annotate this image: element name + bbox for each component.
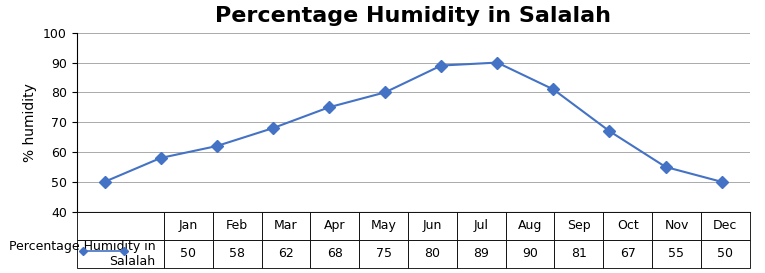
Percentage Humidity in
Salalah [605,129,614,133]
Percentage Humidity in
Salalah [437,64,446,67]
Percentage Humidity in
Salalah [493,61,502,64]
Line: Percentage Humidity in
Salalah: Percentage Humidity in Salalah [100,58,726,186]
Title: Percentage Humidity in Salalah: Percentage Humidity in Salalah [215,6,611,26]
Percentage Humidity in
Salalah [324,106,334,109]
Percentage Humidity in
Salalah [661,165,670,168]
Percentage Humidity in
Salalah [380,91,389,94]
Percentage Humidity in
Salalah [717,180,726,183]
Percentage Humidity in
Salalah [549,88,558,91]
Percentage Humidity in
Salalah [212,144,221,148]
Percentage Humidity in
Salalah [156,156,165,160]
Y-axis label: % humidity: % humidity [24,83,37,162]
Percentage Humidity in
Salalah [269,126,278,130]
Percentage Humidity in
Salalah [100,180,109,183]
